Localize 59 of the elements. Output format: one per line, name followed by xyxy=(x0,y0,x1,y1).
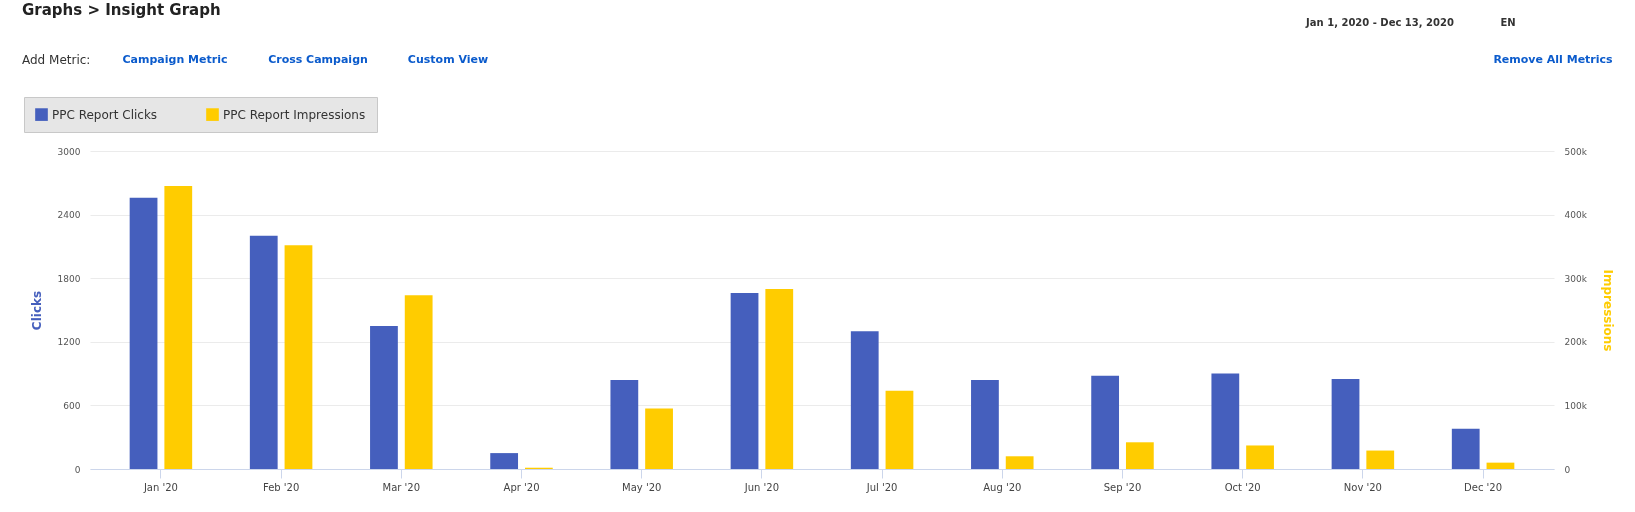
bar xyxy=(1005,456,1034,469)
x-tick-label: Sep '20 xyxy=(1103,481,1142,493)
x-tick-label: Oct '20 xyxy=(1224,481,1261,493)
y2-tick-label: 0 xyxy=(1564,464,1571,475)
text: Remove All Metrics xyxy=(1493,53,1614,66)
bar xyxy=(1486,462,1515,469)
y-tick-label: 0 xyxy=(74,464,81,475)
bar xyxy=(730,293,759,469)
x-tick-label: Apr '20 xyxy=(503,481,540,493)
text: Campaign Metric xyxy=(122,53,228,66)
x-tick-label: Feb '20 xyxy=(262,481,300,493)
bar xyxy=(1125,442,1154,469)
bar xyxy=(850,331,879,469)
text: Custom View xyxy=(407,53,489,66)
text: Jan 1, 2020 - Dec 13, 2020 xyxy=(1305,17,1454,28)
text: EN xyxy=(1500,17,1516,28)
bar xyxy=(370,325,398,469)
y2-tick-label: 500k xyxy=(1564,146,1588,157)
bar xyxy=(284,245,313,469)
bar xyxy=(129,197,158,469)
y-tick-label: 3000 xyxy=(57,146,81,157)
chart-title: Graphs > Insight Graph xyxy=(22,1,221,19)
bar xyxy=(645,408,673,469)
y-tick-label: 600 xyxy=(63,400,81,411)
y2-axis-title: Impressions xyxy=(1600,269,1615,352)
x-tick-label: Jul '20 xyxy=(865,481,898,493)
x-tick-label: May '20 xyxy=(622,481,662,493)
x-tick-label: Dec '20 xyxy=(1464,481,1503,493)
text: Cross Campaign xyxy=(268,53,368,66)
bar xyxy=(1211,373,1240,469)
y-axis-title: Clicks xyxy=(29,290,44,331)
x-tick-label: Jan '20 xyxy=(142,481,178,493)
bar xyxy=(1091,375,1120,469)
bar xyxy=(885,390,914,469)
bar xyxy=(610,379,639,469)
x-tick-label: Nov '20 xyxy=(1343,481,1382,493)
bar xyxy=(765,289,794,469)
bar xyxy=(1246,445,1274,469)
bar xyxy=(971,379,999,469)
bar xyxy=(404,295,433,469)
y-tick-label: 1200 xyxy=(57,337,81,348)
legend-label: PPC Report Clicks xyxy=(52,107,158,122)
y2-tick-label: 100k xyxy=(1564,400,1588,411)
y2-tick-label: 200k xyxy=(1564,337,1588,348)
bar xyxy=(1366,450,1395,469)
x-tick-label: Mar '20 xyxy=(382,481,421,493)
x-tick-label: Jun '20 xyxy=(743,481,780,493)
text: Add Metric: xyxy=(22,53,91,67)
bar xyxy=(1331,378,1360,469)
bar xyxy=(249,235,278,469)
bar xyxy=(1451,428,1480,469)
y2-tick-label: 300k xyxy=(1564,273,1588,284)
bar xyxy=(490,453,519,469)
x-tick-label: Aug '20 xyxy=(983,481,1022,493)
y-tick-label: 1800 xyxy=(57,273,81,284)
legend-label: PPC Report Impressions xyxy=(223,107,366,122)
y-tick-label: 2400 xyxy=(57,210,81,221)
bar xyxy=(164,185,193,469)
y2-tick-label: 400k xyxy=(1564,210,1588,221)
